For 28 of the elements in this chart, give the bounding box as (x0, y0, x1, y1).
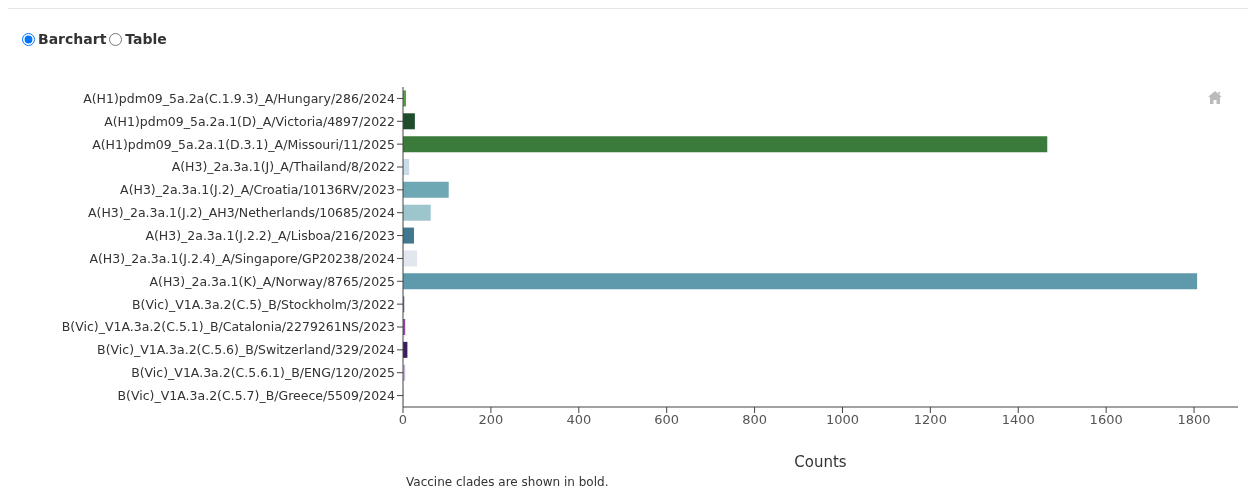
text: Barchart (38, 31, 107, 47)
x-tick-label: 400 (566, 412, 592, 428)
text: Vaccine clades are shown in bold. (406, 475, 609, 489)
y-tick-label: A(H3)_2a.3a.1(J.2)_AH3/Netherlands/10685/2024 (88, 205, 396, 221)
x-tick-label: 1800 (1177, 412, 1211, 428)
x-tick-label: 800 (742, 412, 767, 428)
y-tick-label: A(H3)_2a.3a.1(J.2.2)_A/Lisboa/216/2023 (145, 228, 395, 244)
x-tick-label: 200 (478, 412, 504, 428)
y-tick-label: A(H1)pdm09_5a.2a.1(D.3.1)_A/Missouri/11/2025 (92, 136, 395, 152)
x-axis-title: Counts (794, 453, 847, 471)
y-tick-label: B(Vic)_V1A.3a.2(C.5.1)_B/Catalonia/2279261NS/2023 (61, 319, 395, 335)
x-tick-label: 1000 (825, 412, 860, 428)
y-tick-label: A(H3)_2a.3a.1(J.2)_A/Croatia/10136RV/2023 (120, 182, 395, 198)
x-tick-label: 1200 (913, 412, 947, 428)
y-tick-label: B(Vic)_V1A.3a.2(C.5.7)_B/Greece/5509/2024 (117, 388, 396, 404)
y-tick-label: A(H3)_2a.3a.1(J)_A/Thailand/8/2022 (171, 159, 395, 175)
x-tick-label: 1600 (1089, 412, 1123, 428)
text: Table (125, 31, 167, 47)
y-tick-label: A(H1)pdm09_5a.2a.1(D)_A/Victoria/4897/2022 (104, 113, 395, 129)
y-tick-label: B(Vic)_V1A.3a.2(C.5.6)_B/Switzerland/329/2024 (97, 342, 396, 358)
y-tick-label: A(H1)pdm09_5a.2a(C.1.9.3)_A/Hungary/286/2024 (83, 90, 396, 106)
y-tick-label: B(Vic)_V1A.3a.2(C.5.6.1)_B/ENG/120/2025 (131, 365, 395, 381)
y-tick-label: A(H3)_2a.3a.1(J.2.4)_A/Singapore/GP20238/2024 (89, 250, 396, 266)
y-tick-label: A(H3)_2a.3a.1(K)_A/Norway/8765/2025 (149, 273, 395, 289)
x-tick-label: 1400 (1001, 412, 1035, 428)
x-tick-label: 0 (398, 412, 408, 428)
y-tick-label: B(Vic)_V1A.3a.2(C.5)_B/Stockholm/3/2022 (132, 296, 395, 312)
x-tick-label: 600 (654, 412, 680, 428)
